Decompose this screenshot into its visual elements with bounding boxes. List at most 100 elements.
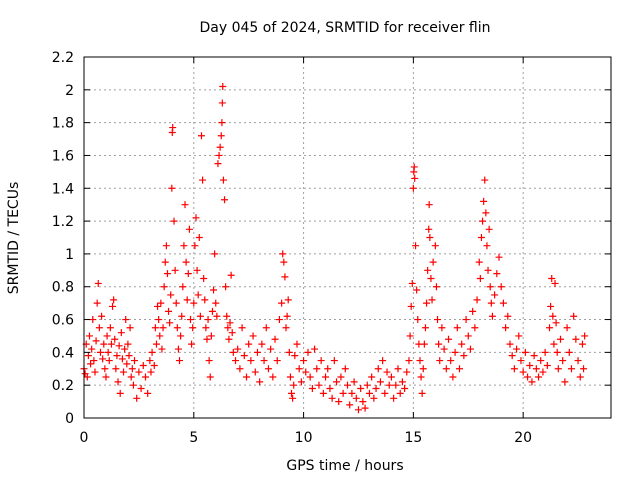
data-point — [413, 286, 421, 294]
data-point — [125, 352, 133, 360]
data-point — [495, 253, 503, 261]
y-tick-label: 2.2 — [52, 50, 74, 66]
data-point — [117, 329, 125, 337]
data-point — [419, 365, 427, 373]
data-point — [146, 357, 154, 365]
y-tick-label: 1.8 — [52, 116, 74, 132]
data-point — [363, 381, 371, 389]
data-point — [488, 312, 496, 320]
data-point — [213, 312, 221, 320]
data-point — [580, 365, 588, 373]
data-point — [154, 302, 162, 310]
data-point — [225, 335, 233, 343]
data-point — [390, 394, 398, 402]
data-point — [217, 132, 225, 140]
data-point — [412, 242, 420, 250]
y-tick-label: 0.2 — [52, 378, 74, 394]
data-point — [128, 365, 136, 373]
data-point — [451, 348, 459, 356]
data-point — [563, 324, 571, 332]
data-point — [219, 176, 227, 184]
data-point — [197, 132, 205, 140]
data-point — [445, 335, 453, 343]
data-point — [513, 345, 521, 353]
data-point — [226, 319, 234, 327]
data-point — [121, 345, 129, 353]
data-point — [107, 340, 115, 348]
data-point — [157, 299, 165, 307]
data-point — [297, 378, 305, 386]
data-point — [284, 296, 292, 304]
data-point — [172, 299, 180, 307]
data-point — [214, 160, 222, 168]
data-point — [361, 404, 369, 412]
data-point — [475, 258, 483, 266]
data-point — [206, 373, 214, 381]
data-point — [368, 373, 376, 381]
y-tick-label: 1.6 — [52, 148, 74, 164]
data-point — [264, 365, 272, 373]
data-point — [100, 340, 108, 348]
data-point — [173, 324, 181, 332]
data-point — [253, 348, 261, 356]
data-point — [574, 357, 582, 365]
data-point — [180, 242, 188, 250]
data-point — [447, 357, 455, 365]
data-point — [365, 389, 373, 397]
data-point — [99, 355, 107, 363]
data-point — [212, 299, 220, 307]
data-point — [394, 365, 402, 373]
data-point — [139, 361, 147, 369]
data-point — [224, 324, 232, 332]
data-point — [541, 348, 549, 356]
data-point — [322, 373, 330, 381]
data-point — [152, 340, 160, 348]
data-point — [565, 348, 573, 356]
data-point — [333, 378, 341, 386]
data-point — [424, 266, 432, 274]
data-point — [508, 352, 516, 360]
data-point — [480, 197, 488, 205]
data-point — [193, 266, 201, 274]
data-point — [421, 324, 429, 332]
data-point — [178, 312, 186, 320]
data-point — [530, 352, 538, 360]
data-point — [425, 225, 433, 233]
data-point — [163, 270, 171, 278]
data-point — [306, 373, 314, 381]
data-point — [290, 381, 298, 389]
data-point — [202, 324, 210, 332]
data-point — [236, 365, 244, 373]
data-point — [414, 316, 422, 324]
data-point — [504, 312, 512, 320]
data-point — [374, 365, 382, 373]
data-point — [548, 275, 556, 283]
data-point — [211, 250, 219, 258]
data-point — [578, 340, 586, 348]
data-point — [464, 332, 472, 340]
y-tick-label: 0.6 — [52, 313, 74, 329]
data-point — [383, 368, 391, 376]
data-point — [567, 365, 575, 373]
data-point — [83, 373, 91, 381]
data-point — [167, 291, 175, 299]
data-point — [234, 345, 242, 353]
y-tick-label: 1.4 — [52, 181, 74, 197]
data-point — [554, 365, 562, 373]
data-point — [129, 381, 137, 389]
data-point — [94, 279, 102, 287]
data-point — [105, 357, 113, 365]
x-tick-label: 5 — [189, 430, 198, 446]
data-point — [543, 361, 551, 369]
data-point — [293, 340, 301, 348]
axis-ticks: 0 0.2 0.4 0.6 0.8 1 1.2 1.4 1.6 1.8 2 2.2 0 5 10 15 20 — [52, 50, 611, 446]
data-point — [279, 250, 287, 258]
data-point — [185, 225, 193, 233]
data-point — [348, 389, 356, 397]
data-point — [477, 234, 485, 241]
y-tick-label: 0.8 — [52, 280, 74, 296]
data-point — [317, 357, 325, 365]
data-point — [485, 225, 493, 233]
data-points — [80, 83, 589, 414]
